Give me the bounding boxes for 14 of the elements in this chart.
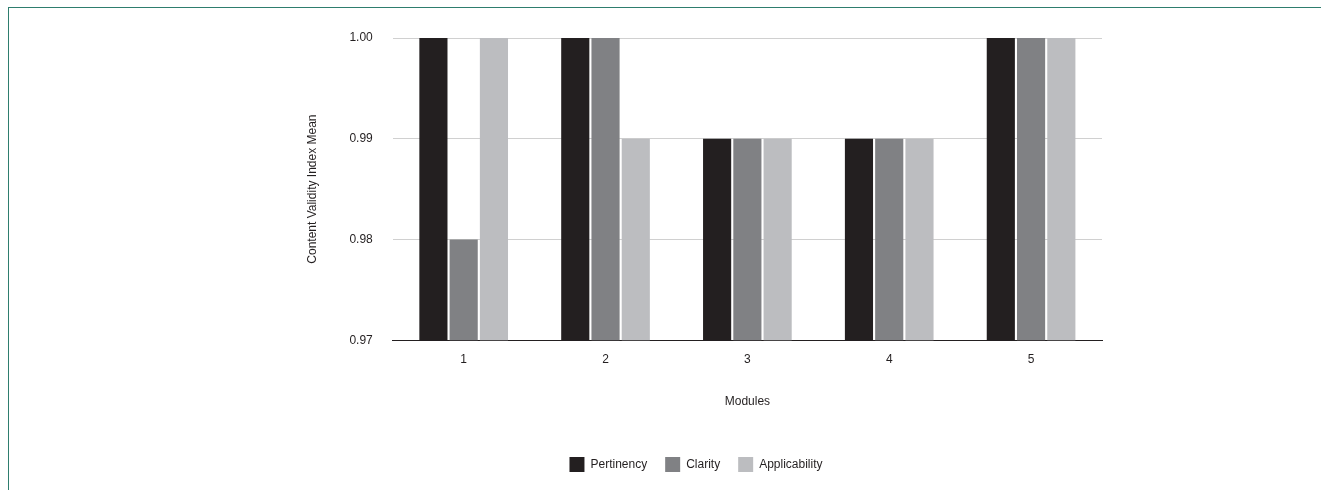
y-tick-label: 0.97 (349, 332, 374, 347)
x-tick-label: 1 (460, 351, 468, 366)
x-tick-label: 5 (1027, 351, 1035, 366)
legend-label: Clarity (686, 456, 721, 471)
x-axis-title: Modules (724, 394, 771, 409)
y-tick-label: 0.99 (349, 131, 374, 146)
y-tick-label: 0.98 (349, 231, 374, 246)
x-tick-label: 4 (885, 351, 893, 366)
x-tick-label: 2 (602, 351, 610, 366)
y-tick-label: 1.00 (349, 30, 374, 45)
legend-label: Applicability (759, 456, 823, 471)
legend-label: Pertinency (590, 456, 648, 471)
y-axis-title: Content Validity Index Mean (304, 114, 319, 264)
x-tick-label: 3 (744, 351, 752, 366)
